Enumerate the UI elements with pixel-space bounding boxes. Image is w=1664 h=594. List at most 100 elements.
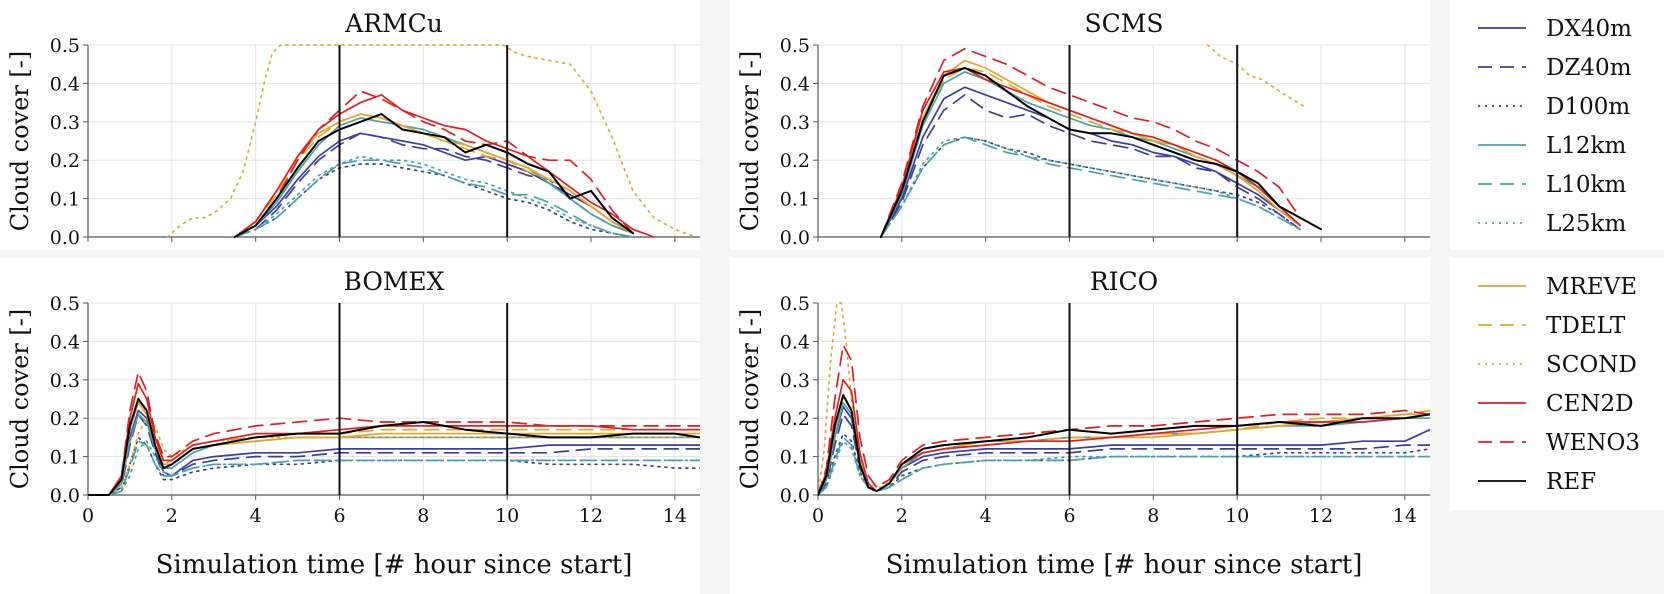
series-line-cen2d — [880, 67, 1301, 238]
series-group — [166, 44, 697, 238]
series-line-scond — [166, 44, 697, 238]
y-tick-label: 0.5 — [50, 293, 80, 315]
series-line-dz40m — [880, 94, 1301, 238]
x-tick-label: 14 — [663, 505, 687, 527]
y-tick-label: 0.2 — [780, 150, 810, 172]
legend-label-dz40m: DZ40m — [1546, 55, 1632, 81]
y-tick-label: 0.0 — [780, 227, 810, 249]
series-line-weno3 — [233, 90, 634, 238]
series-line-weno3 — [88, 371, 700, 496]
y-tick-label: 0.1 — [50, 189, 80, 211]
y-tick-label: 0.0 — [50, 485, 80, 507]
series-line-weno3 — [818, 344, 1430, 496]
x-tick-label: 0 — [812, 505, 824, 527]
legend-label-d100m: D100m — [1546, 94, 1630, 120]
series-group — [818, 302, 1430, 496]
y-tick-label: 0.3 — [780, 370, 810, 392]
y-tick-label: 0.1 — [780, 189, 810, 211]
x-tick-label: 12 — [1309, 505, 1333, 527]
panel-background — [730, 0, 1430, 250]
y-tick-label: 0.2 — [50, 408, 80, 430]
y-tick-label: 0.4 — [50, 331, 80, 353]
legend-label-tdelt: TDELT — [1546, 313, 1626, 339]
x-tick-label: 10 — [495, 505, 519, 527]
y-tick-label: 0.3 — [50, 112, 80, 134]
y-axis-label: Cloud cover [-] — [6, 309, 34, 490]
y-axis-label: Cloud cover [-] — [736, 51, 764, 232]
x-tick-label: 8 — [1147, 505, 1159, 527]
series-line-ref — [879, 67, 1322, 238]
legend-label-l12km: L12km — [1546, 133, 1626, 159]
panel-title: SCMS — [1085, 9, 1164, 38]
series-line-l10km — [233, 159, 634, 238]
y-tick-label: 0.4 — [50, 73, 80, 95]
y-tick-label: 0.2 — [780, 408, 810, 430]
series-line-dz40m — [818, 413, 1430, 496]
series-line-l12km — [233, 117, 634, 238]
x-tick-label: 12 — [579, 505, 603, 527]
series-line-dx40m — [88, 409, 700, 496]
x-tick-label: 6 — [333, 505, 345, 527]
legend-group-1: DX40m DZ40m D100m L12km L10km L25km — [1450, 0, 1664, 250]
legend-label-scond: SCOND — [1546, 352, 1637, 378]
x-tick-label: 4 — [250, 505, 262, 527]
y-tick-label: 0.3 — [780, 112, 810, 134]
y-tick-label: 0.4 — [780, 331, 810, 353]
x-tick-label: 2 — [896, 505, 908, 527]
series-line-ref — [88, 398, 700, 496]
series-line-cen2d — [233, 94, 655, 238]
x-axis-label: Simulation time [# hour since start] — [886, 550, 1363, 580]
y-tick-label: 0.5 — [780, 35, 810, 57]
panel-armcu: 0.0 0.1 0.2 0.3 0.4 0.5 Cloud cover [-] ARMCu — [6, 9, 700, 249]
series-line-ref — [233, 113, 634, 238]
series-line-l25km — [233, 155, 634, 238]
x-axis-label: Simulation time [# hour since start] — [156, 550, 633, 580]
series-group — [88, 371, 700, 496]
legend-group-2: MREVE TDELT SCOND CEN2D WENO3 REF — [1450, 258, 1664, 510]
x-tick-label: 14 — [1393, 505, 1417, 527]
y-axis-label: Cloud cover [-] — [736, 309, 764, 490]
series-line-tdelt — [880, 67, 1301, 238]
y-tick-label: 0.5 — [780, 293, 810, 315]
series-line-dx40m — [818, 405, 1430, 496]
legend-label-l25km: L25km — [1546, 211, 1626, 237]
y-tick-label: 0.4 — [780, 73, 810, 95]
series-line-tdelt — [233, 113, 634, 238]
y-tick-label: 0.0 — [780, 485, 810, 507]
x-tick-label: 10 — [1225, 505, 1249, 527]
series-line-scond — [1206, 44, 1306, 108]
legend-label-l10km: L10km — [1546, 172, 1626, 198]
series-line-ref — [818, 394, 1430, 496]
y-tick-label: 0.2 — [50, 150, 80, 172]
series-line-l10km — [880, 136, 1301, 238]
panel-rico: 0.0 0.1 0.2 0.3 0.4 0.5 0 2 4 6 8 10 12 14 Cloud cover… — [736, 267, 1430, 580]
panel-scms: 0.0 0.1 0.2 0.3 0.4 0.5 Cloud cover [-] SCMS — [736, 9, 1430, 249]
x-tick-label: 2 — [166, 505, 178, 527]
x-tick-label: 8 — [417, 505, 429, 527]
series-line-scond — [818, 302, 907, 496]
panel-title: ARMCu — [344, 9, 443, 38]
panel-title: BOMEX — [344, 267, 445, 296]
panel-title: RICO — [1090, 267, 1158, 296]
legend-label-weno3: WENO3 — [1546, 430, 1640, 456]
legend-label-mreve: MREVE — [1546, 274, 1637, 300]
y-tick-label: 0.0 — [50, 227, 80, 249]
series-line-l10km — [88, 440, 700, 496]
x-tick-label: 0 — [82, 505, 94, 527]
panel-bomex: 0.0 0.1 0.2 0.3 0.4 0.5 0 2 4 6 8 10 12 14 Cloud cover… — [6, 267, 700, 580]
series-line-l25km — [88, 440, 700, 496]
legend-label-ref: REF — [1546, 469, 1596, 495]
legend-background — [1450, 258, 1664, 510]
x-tick-label: 4 — [980, 505, 992, 527]
legend-label-cen2d: CEN2D — [1546, 391, 1634, 417]
series-line-l25km — [880, 136, 1301, 238]
series-line-l25km — [818, 440, 1430, 496]
y-axis-label: Cloud cover [-] — [6, 51, 34, 232]
legend-label-dx40m: DX40m — [1546, 16, 1632, 42]
y-tick-label: 0.1 — [780, 447, 810, 469]
legend-background — [1450, 0, 1664, 250]
y-tick-label: 0.5 — [50, 35, 80, 57]
y-tick-label: 0.1 — [50, 447, 80, 469]
y-tick-label: 0.3 — [50, 370, 80, 392]
